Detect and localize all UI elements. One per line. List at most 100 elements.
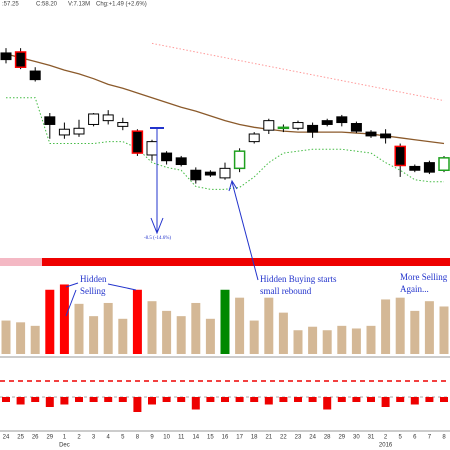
volume-bar (249, 320, 259, 354)
volume-bar (366, 325, 376, 354)
indicator-line (6, 97, 444, 190)
annotation: -8.5 (-14.6%) (144, 236, 171, 241)
annotation: Again... (400, 284, 429, 294)
x-tick-label: 8 (442, 435, 446, 441)
header-close: C:58.20 (36, 2, 58, 8)
x-tick-label: 22 (280, 435, 287, 441)
candle-body (248, 133, 260, 143)
indicator-bar (148, 397, 156, 405)
volume-bar (162, 310, 172, 354)
x-tick-label: 2 (77, 435, 81, 441)
volume-bar (395, 297, 405, 354)
candle-body (394, 145, 406, 167)
volume-bar (235, 297, 245, 354)
indicator-bar (118, 397, 127, 402)
volume-bar (278, 312, 288, 354)
candle-body (131, 130, 144, 154)
x-tick-label: 18 (251, 435, 258, 441)
candle-body (409, 165, 421, 171)
volume-bar (264, 297, 274, 354)
volume-bar (16, 322, 26, 354)
x-tick-label: 30 (353, 435, 360, 441)
x-tick-label: 1 (63, 435, 67, 441)
x-tick-label: 15 (207, 435, 214, 441)
volume-bar (351, 328, 361, 354)
indicator-bar (206, 397, 215, 402)
indicator-bar (2, 397, 10, 402)
volume-bar (293, 330, 303, 354)
x-tick-label: 16 (222, 435, 229, 441)
indicator-bar (440, 397, 448, 402)
indicator-bar (45, 397, 54, 407)
volume-bar (132, 289, 142, 354)
volume-bar (30, 325, 40, 354)
annotation: More Selling (400, 272, 448, 282)
x-tick-label: 11 (178, 435, 185, 441)
indicator-bar (396, 397, 405, 402)
indicator-bar (104, 397, 113, 402)
x-tick-label: 8 (136, 435, 140, 441)
x-tick-label: 5 (121, 435, 125, 441)
indicator-bar (337, 397, 346, 402)
volume-bar (191, 302, 201, 354)
volume-bar (103, 302, 113, 354)
candle-body (190, 169, 202, 181)
x-tick-label: 3 (92, 435, 96, 441)
volume-bar (322, 330, 332, 354)
candle-body (350, 123, 362, 132)
indicator-bar (31, 397, 40, 402)
indicator-bar (410, 397, 419, 405)
volume-bar (176, 316, 186, 354)
volume-bar (424, 301, 434, 354)
volume-bar (381, 299, 391, 354)
candle-body (321, 120, 333, 125)
annotation: Hidden (80, 274, 107, 284)
volume-bar (308, 326, 318, 354)
annotation: Selling (80, 286, 106, 296)
indicator-bar (323, 397, 332, 410)
candle-body (204, 171, 216, 176)
candle-body (161, 152, 173, 162)
x-tick-label: 5 (399, 435, 403, 441)
x-sublabel: 2016 (379, 443, 393, 449)
indicator-bar (279, 397, 288, 402)
x-tick-label: 25 (17, 435, 24, 441)
x-tick-label: 2 (384, 435, 388, 441)
volume-bar (439, 306, 449, 354)
annotation: small rebound (260, 286, 312, 296)
x-tick-label: 7 (428, 435, 432, 441)
candle-body (14, 51, 27, 68)
x-tick-label: 4 (107, 435, 111, 441)
candle-body (380, 133, 392, 139)
indicator-bar (177, 397, 186, 402)
header-change: Chg:+1.49 (+2.6%) (96, 2, 147, 8)
volume-bar (118, 318, 128, 354)
volume-bar (89, 316, 99, 354)
status-strip (0, 258, 42, 266)
volume-bar (205, 318, 215, 354)
x-tick-label: 29 (46, 435, 53, 441)
volume-bar (220, 289, 230, 354)
x-tick-label: 24 (3, 435, 10, 441)
x-tick-label: 9 (150, 435, 154, 441)
volume-bar (337, 325, 347, 354)
candle-body (146, 141, 158, 156)
indicator-bar (308, 397, 317, 402)
volume-bar (74, 303, 84, 354)
indicator-bar (235, 397, 244, 402)
volume-bar (147, 301, 157, 354)
candle-body (175, 157, 187, 166)
indicator-bar (264, 397, 273, 405)
candle-body (219, 167, 231, 179)
indicator-bar (221, 397, 229, 402)
indicator-bar (133, 397, 142, 412)
x-tick-label: 26 (32, 435, 39, 441)
indicator-bar (162, 397, 171, 402)
candle-body (44, 116, 56, 125)
x-tick-label: 10 (163, 435, 170, 441)
x-tick-label: 31 (368, 435, 375, 441)
candle-body (307, 124, 319, 133)
